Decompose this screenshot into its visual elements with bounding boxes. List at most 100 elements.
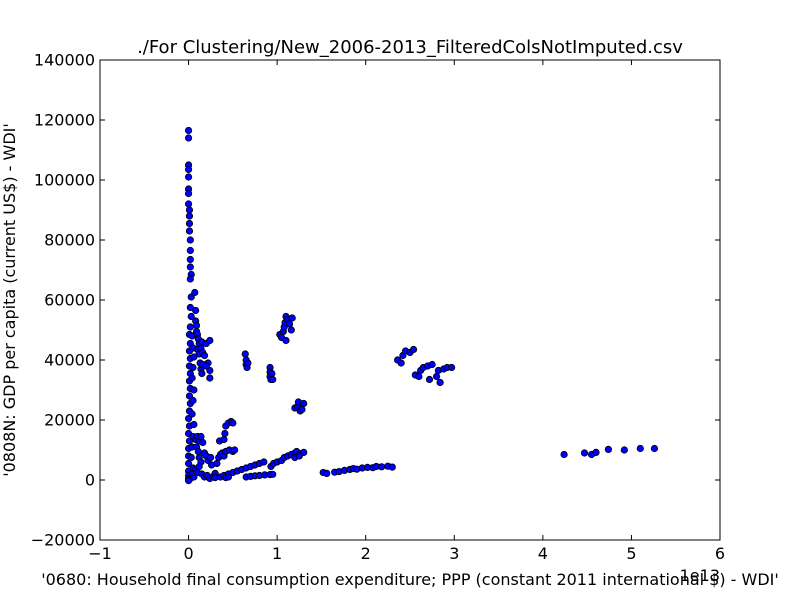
data-point (197, 432, 205, 441)
data-point (190, 353, 198, 361)
data-point (207, 453, 215, 462)
data-point (269, 470, 277, 478)
data-point (184, 126, 193, 135)
x-axis-label: '0680: Household final consumption expen… (41, 570, 779, 589)
data-point (282, 336, 290, 345)
data-point (560, 450, 568, 459)
y-tick-label: 140000 (34, 51, 95, 70)
data-point (186, 246, 194, 255)
data-point (428, 360, 436, 369)
data-point (184, 476, 193, 485)
data-point (285, 320, 294, 328)
data-point (298, 405, 306, 414)
data-point (185, 212, 194, 220)
data-point (323, 469, 331, 477)
data-point (186, 236, 194, 244)
data-point (202, 362, 210, 370)
data-point (295, 452, 303, 460)
data-point (188, 374, 196, 382)
data-point (288, 314, 296, 322)
data-point (192, 306, 200, 315)
data-point (287, 326, 295, 334)
x-tick-label: 6 (715, 544, 725, 563)
data-point (300, 399, 308, 408)
data-point (184, 165, 193, 174)
data-point (186, 263, 194, 271)
data-point (184, 173, 193, 181)
data-point (185, 206, 194, 214)
data-point (186, 303, 194, 312)
y-tick-label: 0 (85, 471, 95, 490)
data-point (409, 345, 418, 354)
data-point (199, 438, 207, 447)
data-point (432, 372, 441, 381)
data-point (187, 312, 195, 321)
x-tick-label: 2 (361, 544, 371, 563)
data-point (592, 448, 600, 456)
y-tick-label: −20000 (31, 531, 95, 550)
y-tick-label: 100000 (34, 171, 95, 190)
data-point (229, 419, 237, 427)
data-point (184, 459, 193, 468)
data-point (189, 396, 197, 405)
x-tick-label: −1 (88, 544, 112, 563)
data-point (397, 359, 405, 367)
data-point (185, 227, 194, 235)
data-point (192, 321, 201, 330)
y-axis-ticks: −20000 0 20000 40000 60000 80000 100000 120000 1… (31, 51, 720, 550)
data-point (636, 444, 644, 453)
y-axis-label: '0808N: GDP per capita (current US$) - W… (0, 123, 19, 477)
data-point (186, 275, 194, 283)
data-point (241, 350, 249, 358)
data-point (188, 410, 196, 418)
y-tick-label: 20000 (44, 411, 95, 430)
x-tick-label: 3 (449, 544, 459, 563)
data-point (184, 200, 193, 208)
x-axis-ticks: −1 0 1 2 3 4 5 6 (88, 60, 725, 563)
data-point (190, 420, 198, 429)
data-point (185, 219, 194, 228)
data-point (620, 446, 628, 454)
data-point (388, 463, 396, 471)
data-point (194, 447, 202, 456)
x-tick-label: 4 (538, 544, 548, 563)
data-point (224, 473, 233, 481)
y-tick-label: 80000 (44, 231, 95, 250)
x-axis-offset-label: 1e13 (680, 566, 720, 585)
data-point (378, 463, 386, 471)
data-point (184, 134, 193, 142)
data-point (186, 323, 194, 331)
data-point (415, 372, 423, 381)
data-point (200, 351, 209, 360)
data-point (206, 374, 214, 382)
data-point (206, 336, 214, 345)
data-point (186, 255, 194, 264)
data-point (221, 429, 229, 438)
data-point (189, 363, 197, 372)
y-tick-label: 60000 (44, 291, 95, 310)
data-point (448, 363, 456, 372)
data-point (268, 369, 276, 378)
data-point (198, 369, 206, 378)
data-point (195, 462, 203, 471)
data-point (260, 458, 268, 466)
data-point (604, 445, 613, 453)
data-point (269, 375, 277, 384)
data-point (184, 189, 193, 198)
data-point (191, 288, 199, 297)
data-point (244, 359, 252, 367)
x-tick-label: 0 (183, 544, 193, 563)
y-tick-label: 120000 (34, 111, 95, 130)
x-tick-label: 1 (272, 544, 282, 563)
x-tick-label: 5 (626, 544, 636, 563)
chart-title: ./For Clustering/New_2006-2013_FilteredC… (137, 37, 683, 58)
data-point (213, 459, 221, 468)
data-points (184, 126, 659, 485)
data-point (436, 378, 444, 387)
data-point (231, 446, 239, 454)
data-point (220, 435, 228, 444)
data-point (580, 449, 589, 457)
